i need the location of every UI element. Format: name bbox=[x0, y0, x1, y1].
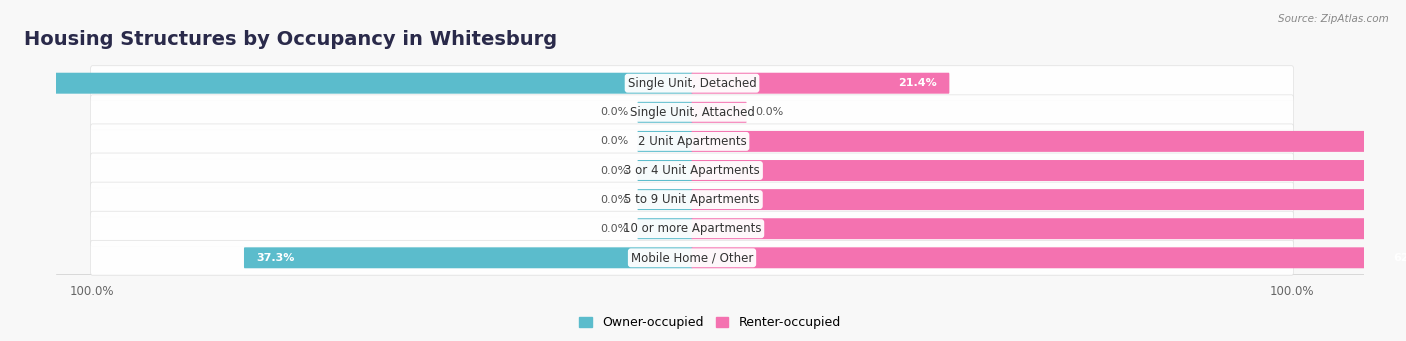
FancyBboxPatch shape bbox=[692, 247, 1406, 268]
Text: 0.0%: 0.0% bbox=[600, 107, 628, 117]
Text: 0.0%: 0.0% bbox=[755, 107, 785, 117]
FancyBboxPatch shape bbox=[90, 182, 1294, 217]
Text: 21.4%: 21.4% bbox=[898, 78, 936, 88]
Text: 5 to 9 Unit Apartments: 5 to 9 Unit Apartments bbox=[624, 193, 759, 206]
Text: 0.0%: 0.0% bbox=[600, 136, 628, 146]
Text: Mobile Home / Other: Mobile Home / Other bbox=[631, 251, 754, 264]
Text: 10 or more Apartments: 10 or more Apartments bbox=[623, 222, 761, 235]
FancyBboxPatch shape bbox=[0, 73, 693, 94]
Text: Housing Structures by Occupancy in Whitesburg: Housing Structures by Occupancy in White… bbox=[24, 30, 557, 49]
Text: Source: ZipAtlas.com: Source: ZipAtlas.com bbox=[1278, 14, 1389, 24]
FancyBboxPatch shape bbox=[90, 211, 1294, 246]
Text: 3 or 4 Unit Apartments: 3 or 4 Unit Apartments bbox=[624, 164, 759, 177]
FancyBboxPatch shape bbox=[637, 189, 693, 210]
FancyBboxPatch shape bbox=[245, 247, 693, 268]
FancyBboxPatch shape bbox=[90, 124, 1294, 159]
FancyBboxPatch shape bbox=[90, 240, 1294, 275]
FancyBboxPatch shape bbox=[692, 160, 1406, 181]
FancyBboxPatch shape bbox=[90, 95, 1294, 130]
FancyBboxPatch shape bbox=[637, 160, 693, 181]
Text: 0.0%: 0.0% bbox=[600, 224, 628, 234]
Text: 62.7%: 62.7% bbox=[1393, 253, 1406, 263]
Text: Single Unit, Detached: Single Unit, Detached bbox=[627, 77, 756, 90]
Text: 37.3%: 37.3% bbox=[256, 253, 295, 263]
FancyBboxPatch shape bbox=[90, 153, 1294, 188]
FancyBboxPatch shape bbox=[637, 102, 693, 123]
FancyBboxPatch shape bbox=[692, 218, 1406, 239]
FancyBboxPatch shape bbox=[692, 189, 1406, 210]
Legend: Owner-occupied, Renter-occupied: Owner-occupied, Renter-occupied bbox=[575, 311, 845, 335]
FancyBboxPatch shape bbox=[692, 131, 1406, 152]
FancyBboxPatch shape bbox=[692, 73, 949, 94]
Text: 0.0%: 0.0% bbox=[600, 195, 628, 205]
Text: 2 Unit Apartments: 2 Unit Apartments bbox=[638, 135, 747, 148]
FancyBboxPatch shape bbox=[90, 66, 1294, 101]
Text: 0.0%: 0.0% bbox=[600, 165, 628, 176]
FancyBboxPatch shape bbox=[637, 218, 693, 239]
FancyBboxPatch shape bbox=[692, 102, 747, 123]
Text: Single Unit, Attached: Single Unit, Attached bbox=[630, 106, 755, 119]
FancyBboxPatch shape bbox=[637, 131, 693, 152]
